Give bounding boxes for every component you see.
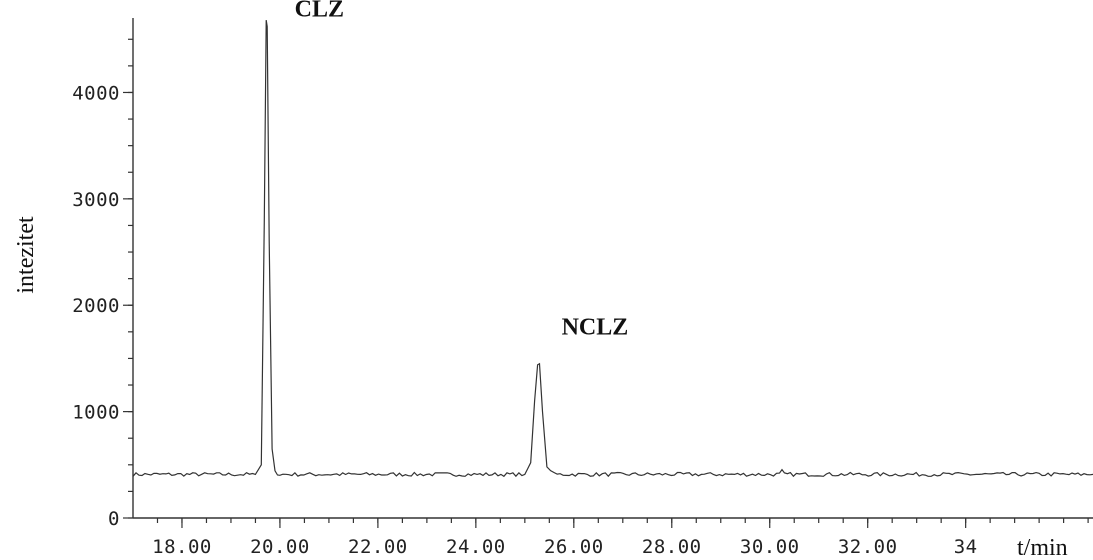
signal-trace (132, 20, 1093, 478)
y-tick-label: 4000 (72, 82, 120, 104)
x-tick-label: 28.00 (642, 536, 702, 558)
peak-annotations: CLZ NCLZ (295, 0, 629, 341)
y-ticks: 0 1000 2000 3000 4000 (72, 82, 133, 530)
peak-label: CLZ (295, 0, 344, 23)
x-tick-label: 30.00 (740, 536, 800, 558)
y-tick-label: 2000 (72, 295, 120, 317)
x-tick-label: 24.00 (446, 536, 506, 558)
x-axis-title: t/min (1017, 535, 1068, 560)
x-ticks: 18.00 20.00 22.00 24.00 26.00 28.00 30.00 32.00… (152, 518, 977, 558)
y-tick-label: 1000 (72, 402, 120, 424)
x-tick-label: 34 (954, 536, 978, 558)
x-tick-label: 32.00 (838, 536, 898, 558)
x-tick-label: 22.00 (348, 536, 408, 558)
x-tick-label: 18.00 (152, 536, 212, 558)
x-tick-label: 26.00 (544, 536, 604, 558)
y-tick-label: 0 (108, 508, 120, 530)
y-axis-title: intezitet (13, 216, 39, 294)
x-tick-label: 20.00 (250, 536, 310, 558)
y-tick-label: 3000 (72, 189, 120, 211)
peak-label: NCLZ (562, 315, 629, 341)
